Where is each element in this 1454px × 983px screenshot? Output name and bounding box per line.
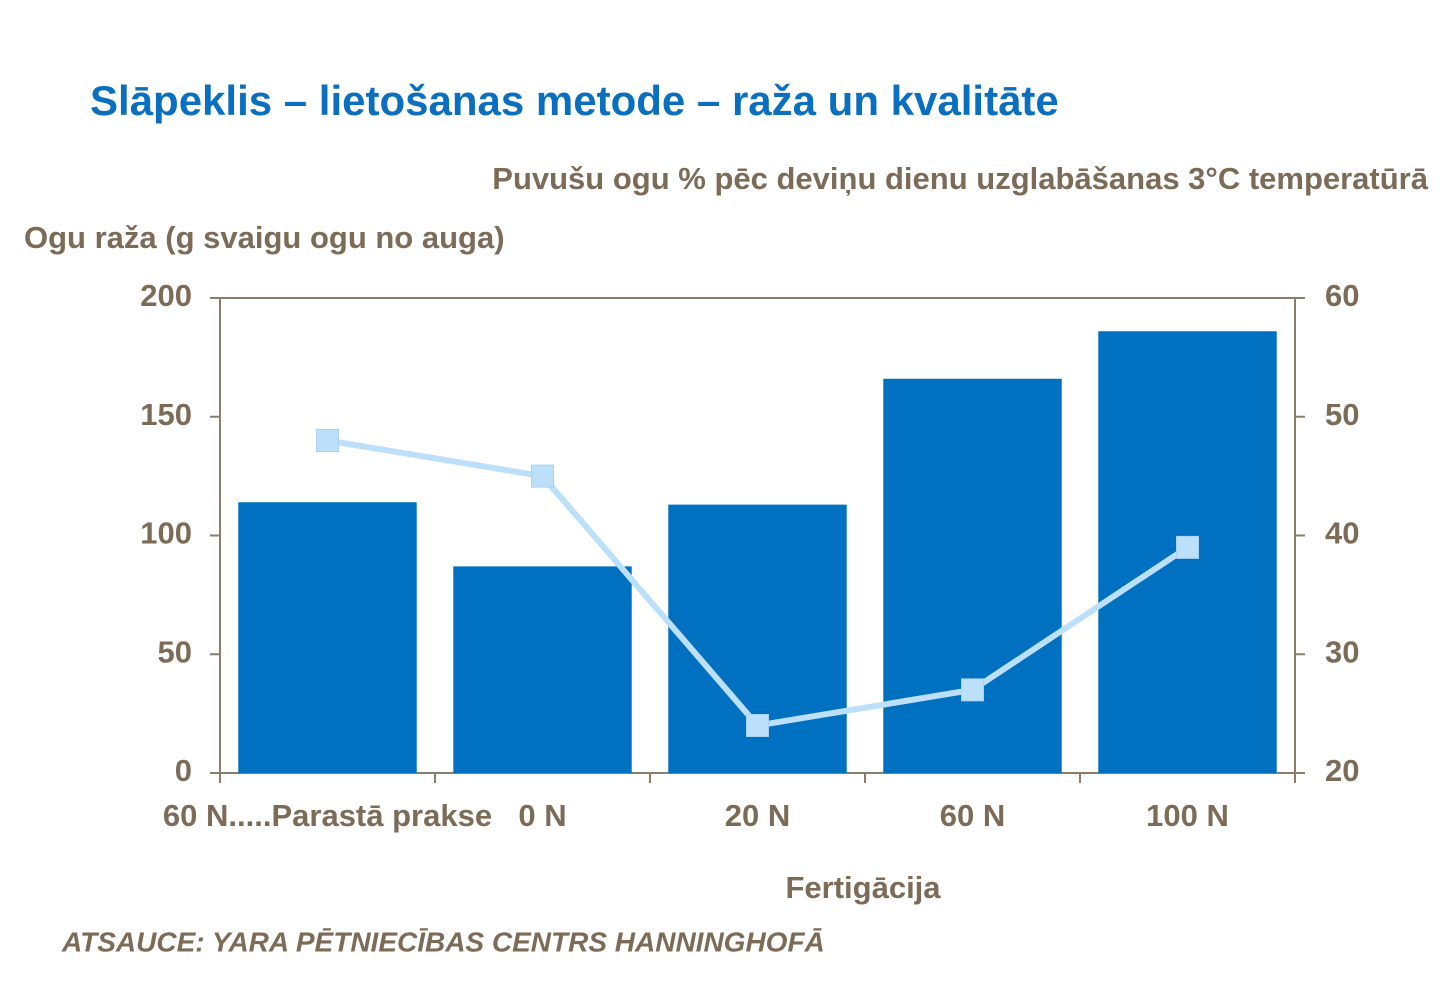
x-tick-label: 60 N.....Parastā prakse xyxy=(163,798,492,833)
x-tick-label: 0 N xyxy=(518,798,566,833)
chart-title: Slāpeklis – lietošanas metode – raža un … xyxy=(90,77,1059,124)
marker xyxy=(531,464,554,488)
y-tick-label: 0 xyxy=(175,753,192,788)
y2-tick-label: 20 xyxy=(1325,753,1359,788)
y-tick-label: 100 xyxy=(140,516,192,551)
x-tick-label: 60 N xyxy=(940,798,1005,833)
y-tick-label: 150 xyxy=(140,397,192,432)
y2-tick-label: 30 xyxy=(1325,634,1359,669)
y2-tick-label: 60 xyxy=(1325,278,1359,313)
marker xyxy=(1176,535,1199,559)
marker xyxy=(316,429,339,452)
y-tick-label: 200 xyxy=(140,278,192,313)
bar xyxy=(883,378,1062,773)
y2-tick-label: 40 xyxy=(1325,516,1359,551)
x-tick-label: 20 N xyxy=(725,798,790,833)
y2-tick-label: 50 xyxy=(1325,397,1359,432)
bar xyxy=(238,502,417,773)
x-tick-label: 100 N xyxy=(1146,798,1229,833)
source-note: ATSAUCE: YARA PĒTNIECĪBAS CENTRS HANNING… xyxy=(61,926,825,957)
bar xyxy=(453,566,632,773)
y-tick-label: 50 xyxy=(158,634,192,669)
y-axis-title: Ogu raža (g svaigu ogu no auga) xyxy=(24,220,505,255)
y2-axis-title: Puvušu ogu % pēc deviņu dienu uzglabāšan… xyxy=(492,161,1428,196)
marker xyxy=(961,678,984,702)
x-axis-title: Fertigācija xyxy=(785,870,941,905)
marker xyxy=(746,714,769,737)
